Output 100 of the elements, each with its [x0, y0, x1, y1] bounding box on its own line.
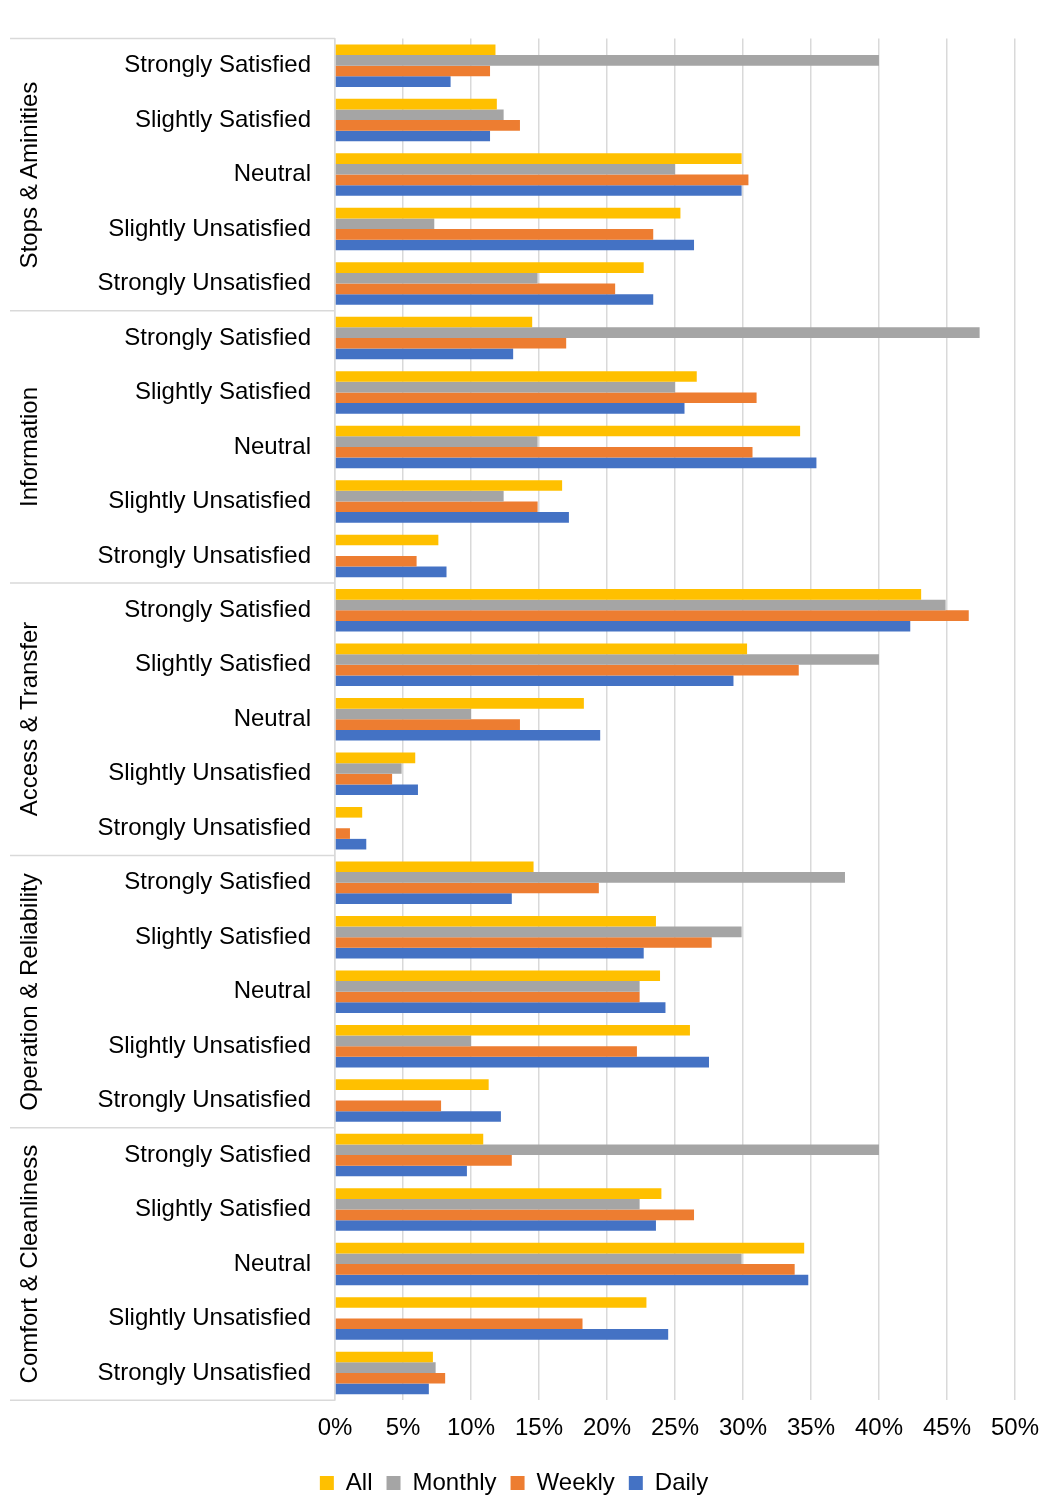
bar	[335, 752, 416, 764]
bar	[335, 1056, 709, 1068]
bar	[335, 98, 497, 110]
bar	[335, 348, 514, 360]
x-tick-label: 5%	[385, 1413, 421, 1441]
bar	[335, 589, 922, 600]
bar	[335, 610, 969, 621]
legend-label: Weekly	[536, 1467, 615, 1495]
bar	[335, 970, 661, 982]
bar	[335, 1111, 501, 1122]
bar	[335, 55, 879, 66]
legend-label: Daily	[654, 1467, 709, 1495]
y-tick-label: Neutral	[233, 976, 311, 1004]
bar	[335, 1264, 795, 1275]
bar	[335, 1079, 489, 1090]
x-tick-label: 50%	[990, 1413, 1040, 1441]
y-tick-label: Strongly Unsatisfied	[97, 1085, 311, 1113]
bar	[335, 926, 742, 938]
bar	[335, 338, 567, 349]
y-tick-label: Slightly Unsatisfied	[108, 1303, 311, 1331]
y-tick-label: Neutral	[233, 703, 311, 731]
y-tick-label: Strongly Unsatisfied	[97, 812, 311, 840]
bar	[335, 174, 749, 186]
bar	[335, 163, 675, 175]
y-tick-label: Strongly Unsatisfied	[97, 540, 311, 568]
bar	[335, 675, 734, 687]
bar	[335, 130, 491, 142]
bar	[335, 763, 402, 774]
text: Access & Transfer	[15, 621, 43, 817]
bar	[335, 283, 616, 295]
bar	[335, 773, 393, 785]
bar	[335, 784, 418, 796]
bar	[335, 807, 363, 818]
bar	[335, 1165, 467, 1177]
bar	[335, 981, 640, 992]
bar	[335, 229, 654, 240]
bar	[335, 392, 757, 404]
bar	[335, 381, 675, 393]
y-tick-label: Slightly Satisfied	[134, 377, 311, 405]
bar	[335, 109, 504, 121]
bar	[335, 457, 817, 469]
bar	[335, 446, 753, 458]
bar	[335, 991, 640, 1003]
bar	[335, 1274, 809, 1286]
y-tick-label: Strongly Satisfied	[124, 50, 311, 78]
x-tick-label: 15%	[514, 1413, 564, 1441]
bar	[335, 316, 533, 328]
text: Stops & Aminities	[15, 81, 43, 268]
x-tick-label: 0%	[317, 1413, 353, 1441]
bar	[335, 1209, 695, 1221]
bar	[335, 708, 471, 720]
y-tick-label: Strongly Satisfied	[124, 322, 311, 350]
y-tick-label: Strongly Satisfied	[124, 867, 311, 895]
bar	[335, 1133, 484, 1145]
y-tick-label: Slightly Unsatisfied	[108, 758, 311, 786]
bar	[335, 120, 520, 131]
bar	[335, 937, 712, 948]
legend-label: Monthly	[412, 1467, 497, 1495]
x-tick-label: 45%	[922, 1413, 972, 1441]
bar	[335, 534, 439, 546]
y-tick-label: Slightly Satisfied	[134, 1194, 311, 1222]
bar	[335, 239, 695, 251]
x-tick-label: 35%	[786, 1413, 836, 1441]
bar	[335, 838, 367, 850]
bar	[335, 436, 538, 447]
x-tick-label: 20%	[582, 1413, 632, 1441]
bar	[335, 490, 504, 502]
bar	[335, 185, 742, 196]
y-tick-label: Neutral	[233, 1248, 311, 1276]
x-tick-label: 10%	[446, 1413, 496, 1441]
bar	[335, 371, 697, 382]
bar	[335, 1198, 640, 1210]
y-tick-label: Strongly Unsatisfied	[97, 268, 311, 296]
bar	[335, 76, 451, 87]
bar	[335, 65, 491, 77]
text: Operation & Reliability	[15, 872, 43, 1111]
bar	[335, 698, 584, 709]
bar	[335, 1318, 583, 1330]
bar	[335, 654, 879, 665]
bar	[335, 1351, 433, 1363]
bar	[335, 643, 748, 655]
bar	[335, 882, 599, 894]
text: Information	[15, 386, 43, 507]
x-tick-label: 25%	[650, 1413, 700, 1441]
bar	[335, 1188, 662, 1199]
bar	[335, 1329, 669, 1340]
bar	[335, 1372, 446, 1384]
y-tick-label: Neutral	[233, 431, 311, 459]
x-tick-label: 30%	[718, 1413, 768, 1441]
y-tick-label: Slightly Unsatisfied	[108, 486, 311, 514]
y-tick-label: Strongly Unsatisfied	[97, 1357, 311, 1385]
bar	[335, 947, 644, 959]
bar	[335, 403, 685, 414]
x-tick-label: 40%	[854, 1413, 904, 1441]
bar	[335, 1100, 442, 1112]
y-tick-label: Strongly Satisfied	[124, 1139, 311, 1167]
bar	[335, 153, 742, 164]
y-tick-label: Slightly Satisfied	[134, 104, 311, 132]
y-tick-label: Strongly Satisfied	[124, 594, 311, 622]
bar	[335, 620, 911, 632]
